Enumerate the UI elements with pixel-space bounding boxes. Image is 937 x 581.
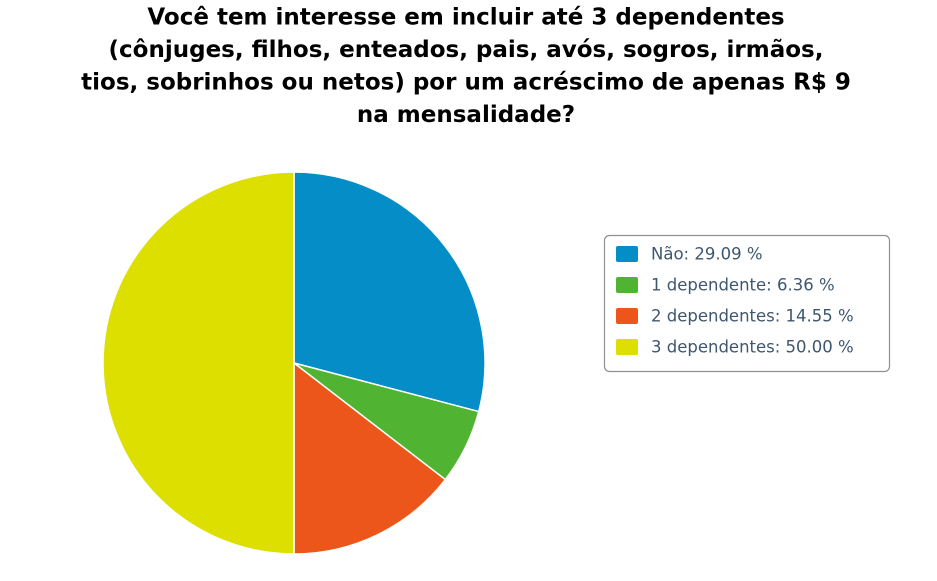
legend-label: 3 dependentes: 50.00 % [651,338,854,357]
legend-label: 1 dependente: 6.36 % [651,276,835,295]
legend-label: 2 dependentes: 14.55 % [651,307,854,326]
legend-swatch [616,339,638,355]
legend-label: Não: 29.09 % [651,245,763,264]
legend-swatch [616,246,638,262]
legend-swatch [616,277,638,293]
chart-title: tios, sobrinhos ou netos) por um acrésci… [81,70,851,96]
legend-box [603,234,891,373]
pie-slice [102,171,295,555]
chart-title: (cônjuges, filhos, enteados, pais, avós,… [109,37,824,63]
chart-title: Você tem interesse em incluir até 3 depe… [147,5,784,31]
chart-title: na mensalidade? [357,102,575,128]
pie-slice [293,171,486,413]
legend: Não: 29.09 % 1 dependente: 6.36 % 2 depend… [603,234,891,373]
pie-slice [293,362,447,555]
legend-swatch [616,308,638,324]
